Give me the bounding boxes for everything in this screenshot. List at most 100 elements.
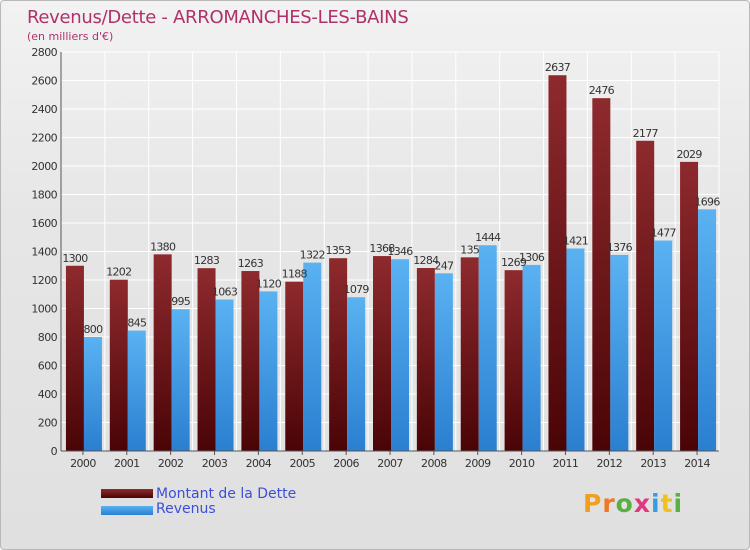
value-label-revenus: 1477 bbox=[651, 227, 677, 240]
value-label-dette: 1263 bbox=[238, 257, 264, 270]
value-label-dette: 2029 bbox=[676, 148, 702, 161]
bar-dette bbox=[460, 257, 479, 451]
bar-dette bbox=[504, 270, 523, 451]
legend-swatch-dette bbox=[101, 489, 153, 498]
x-tick-label: 2005 bbox=[289, 457, 315, 470]
bar-dette bbox=[592, 98, 611, 452]
bar-revenus bbox=[566, 248, 585, 451]
bar-dette bbox=[636, 140, 655, 451]
x-tick-label: 2012 bbox=[597, 457, 623, 470]
x-tick-label: 2004 bbox=[246, 457, 272, 470]
bar-revenus bbox=[522, 264, 541, 451]
value-label-dette: 1368 bbox=[369, 242, 395, 255]
chart-subtitle: (en milliers d'€) bbox=[27, 30, 114, 43]
legend-swatch-revenus bbox=[101, 506, 153, 515]
value-label-dette: 1283 bbox=[194, 254, 220, 267]
bar-revenus bbox=[610, 254, 629, 451]
logo-letter: x bbox=[633, 489, 651, 518]
bar-dette bbox=[109, 279, 128, 451]
bar-revenus bbox=[259, 291, 278, 451]
bar-dette bbox=[241, 271, 260, 451]
value-label-revenus: 1696 bbox=[694, 195, 720, 208]
value-label-revenus: 1346 bbox=[387, 245, 413, 258]
value-label-dette: 1353 bbox=[326, 244, 352, 257]
y-tick-label: 2400 bbox=[31, 103, 57, 116]
proxiti-logo: Proxiti bbox=[583, 489, 683, 518]
logo-letter: r bbox=[602, 489, 616, 518]
x-tick-label: 2007 bbox=[377, 457, 403, 470]
value-label-revenus: 1306 bbox=[519, 251, 545, 264]
y-tick-label: 1000 bbox=[31, 303, 57, 316]
value-label-dette: 1202 bbox=[106, 266, 131, 279]
x-tick-label: 2010 bbox=[509, 457, 535, 470]
logo-letter: t bbox=[660, 489, 674, 518]
bar-revenus bbox=[303, 262, 322, 451]
y-tick-label: 1800 bbox=[31, 189, 57, 202]
bar-revenus bbox=[83, 337, 102, 451]
y-tick-label: 2600 bbox=[31, 75, 57, 88]
value-label-revenus: 1120 bbox=[256, 277, 282, 290]
bar-revenus bbox=[347, 297, 366, 451]
legend-label-dette: Montant de la Dette bbox=[156, 486, 297, 502]
bar-revenus bbox=[127, 330, 146, 451]
bar-dette bbox=[416, 268, 435, 451]
value-label-dette: 1380 bbox=[150, 240, 176, 253]
bar-revenus bbox=[215, 299, 234, 451]
bar-revenus bbox=[698, 209, 717, 451]
value-label-revenus: 1322 bbox=[300, 249, 325, 262]
value-label-revenus: 1376 bbox=[607, 241, 633, 254]
x-tick-label: 2006 bbox=[333, 457, 359, 470]
value-label-revenus: 845 bbox=[127, 317, 147, 330]
legend-label-revenus: Revenus bbox=[156, 501, 216, 517]
y-tick-label: 200 bbox=[38, 417, 58, 430]
bar-revenus bbox=[478, 245, 497, 451]
bar-dette bbox=[153, 254, 172, 451]
bar-revenus bbox=[434, 273, 453, 451]
x-tick-label: 2003 bbox=[202, 457, 228, 470]
y-tick-label: 2200 bbox=[31, 132, 57, 145]
bar-dette bbox=[285, 281, 304, 451]
logo-letter: o bbox=[615, 489, 634, 518]
bar-dette bbox=[65, 265, 84, 451]
x-tick-label: 2011 bbox=[553, 457, 579, 470]
y-tick-label: 1200 bbox=[31, 274, 57, 287]
value-label-revenus: 1444 bbox=[475, 231, 501, 244]
x-tick-label: 2009 bbox=[465, 457, 491, 470]
bar-dette bbox=[197, 268, 216, 451]
y-tick-label: 1600 bbox=[31, 217, 57, 230]
logo-letter: P bbox=[583, 489, 603, 518]
y-tick-label: 2800 bbox=[31, 46, 57, 59]
x-tick-label: 2001 bbox=[114, 457, 140, 470]
y-tick-label: 400 bbox=[38, 388, 58, 401]
value-label-dette: 1188 bbox=[282, 268, 308, 281]
value-label-revenus: 1421 bbox=[563, 235, 588, 248]
y-tick-label: 2000 bbox=[31, 160, 57, 173]
bar-revenus bbox=[171, 309, 190, 451]
y-tick-label: 1400 bbox=[31, 246, 57, 259]
value-label-dette: 1300 bbox=[62, 252, 88, 265]
value-label-dette: 135 bbox=[460, 243, 480, 256]
x-tick-label: 2014 bbox=[684, 457, 710, 470]
value-label-dette: 1269 bbox=[501, 256, 527, 269]
value-label-dette: 1284 bbox=[413, 254, 439, 267]
value-label-revenus: 1063 bbox=[212, 286, 238, 299]
bar-revenus bbox=[654, 240, 673, 451]
value-label-revenus: 800 bbox=[83, 323, 103, 336]
value-label-dette: 2637 bbox=[545, 61, 571, 74]
logo-letter: i bbox=[651, 489, 661, 518]
y-tick-label: 0 bbox=[51, 445, 58, 458]
bar-dette bbox=[373, 256, 391, 451]
value-label-dette: 2476 bbox=[589, 84, 615, 97]
bar-dette bbox=[680, 161, 699, 451]
y-tick-label: 800 bbox=[38, 331, 58, 344]
y-tick-label: 600 bbox=[38, 360, 58, 373]
logo-letter: i bbox=[673, 489, 684, 518]
value-label-revenus: 1079 bbox=[344, 283, 370, 296]
bar-dette bbox=[548, 75, 567, 451]
x-tick-label: 2000 bbox=[70, 457, 96, 470]
x-tick-label: 2013 bbox=[640, 457, 666, 470]
chart-title: Revenus/Dette - ARROMANCHES-LES-BAINS bbox=[27, 7, 409, 28]
value-label-dette: 2177 bbox=[633, 127, 659, 140]
